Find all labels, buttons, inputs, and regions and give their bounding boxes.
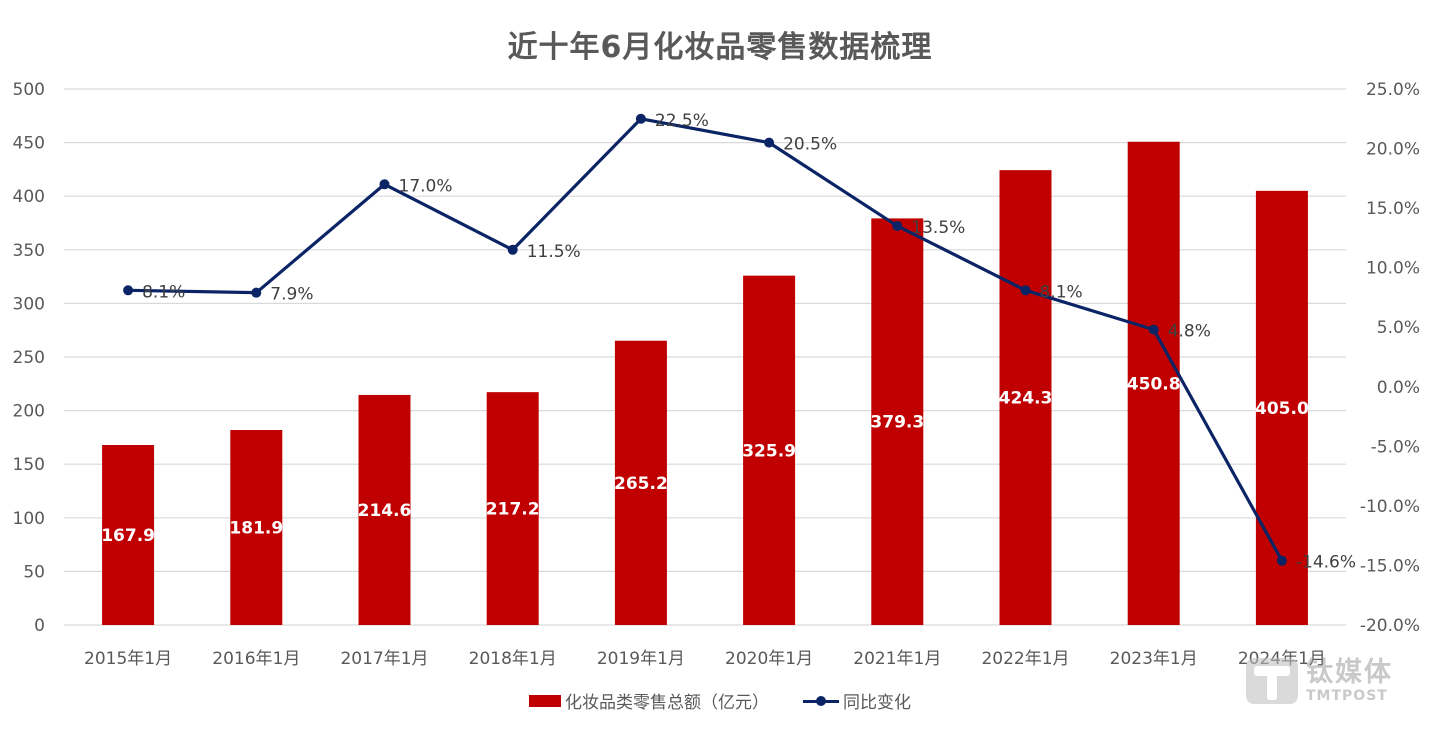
bar[interactable]	[486, 392, 539, 625]
line-value-label: 8.1%	[142, 282, 185, 302]
bar[interactable]	[102, 445, 155, 625]
bar-swatch-icon	[529, 694, 561, 707]
x-tick: 2023年1月	[1110, 649, 1198, 669]
line-value-label: 20.5%	[783, 135, 837, 155]
x-tick: 2019年1月	[597, 649, 685, 669]
bar[interactable]	[1127, 141, 1180, 625]
line-marker[interactable]	[1020, 285, 1031, 296]
bar-value-label: 181.9	[229, 519, 283, 539]
right-y-axis: -20.0% -15.0% -10.0% -5.0% 0.0% 5.0% 10.0% 15.0…	[1360, 80, 1420, 636]
y-right-tick: -10.0%	[1360, 497, 1420, 517]
y-right-tick: 20.0%	[1366, 140, 1420, 160]
bar[interactable]	[743, 275, 796, 625]
x-tick: 2022年1月	[981, 649, 1069, 669]
x-tick: 2017年1月	[340, 649, 428, 669]
y-left-tick: 350	[13, 241, 45, 261]
line-value-label: 7.9%	[270, 285, 313, 305]
x-tick: 2020年1月	[725, 649, 813, 669]
y-left-tick: 450	[13, 134, 45, 154]
x-axis: 2015年1月 2016年1月 2017年1月 2018年1月 2019年1月 2020年…	[84, 649, 1326, 669]
y-left-tick: 200	[13, 402, 45, 422]
line-value-label: 4.8%	[1168, 322, 1211, 342]
bar[interactable]	[999, 170, 1052, 626]
line-marker[interactable]	[251, 287, 262, 298]
bar-value-label: 405.0	[1255, 399, 1309, 419]
y-left-tick: 400	[13, 187, 45, 207]
bar-value-label: 450.8	[1127, 374, 1181, 394]
line-value-label: -14.6%	[1296, 553, 1356, 573]
y-right-tick: -5.0%	[1371, 437, 1420, 457]
legend-item-bar[interactable]: 化妆品类零售总额（亿元）	[529, 688, 769, 713]
line-marker[interactable]	[764, 137, 775, 148]
y-left-tick: 150	[13, 455, 45, 475]
legend-bar-label: 化妆品类零售总额（亿元）	[565, 693, 769, 713]
y-left-tick: 0	[34, 616, 45, 636]
x-tick: 2015年1月	[84, 649, 172, 669]
y-left-tick: 100	[13, 509, 45, 529]
line-marker[interactable]	[507, 244, 518, 255]
line-marker[interactable]	[1276, 555, 1287, 566]
line-marker[interactable]	[892, 220, 903, 231]
y-right-tick: 0.0%	[1377, 378, 1420, 398]
bar-value-label: 325.9	[742, 441, 796, 461]
bar[interactable]	[614, 340, 667, 625]
x-tick: 2016年1月	[212, 649, 300, 669]
chart-title: 近十年6月化妆品零售数据梳理	[507, 30, 933, 65]
legend-line-label: 同比变化	[843, 693, 911, 713]
y-left-tick: 50	[23, 562, 45, 582]
line-marker-icon	[803, 695, 839, 707]
tmtpost-logo-icon	[1246, 658, 1298, 704]
line-value-label: 13.5%	[911, 218, 965, 238]
watermark-cn: 钛媒体	[1306, 657, 1393, 688]
line-value-label: 22.5%	[655, 111, 709, 131]
line-marker[interactable]	[379, 179, 390, 190]
y-right-tick: 25.0%	[1366, 80, 1420, 100]
line-marker[interactable]	[1148, 324, 1159, 335]
x-tick: 2021年1月	[853, 649, 941, 669]
y-right-tick: -20.0%	[1360, 616, 1420, 636]
left-y-axis: 0 50 100 150 200 250 300 350 400 450 500	[13, 80, 45, 636]
bar[interactable]	[358, 394, 411, 625]
line-marker[interactable]	[123, 285, 134, 296]
line-series: 8.1% 7.9% 17.0% 11.5% 22.5% 20.5% 13.5% 8.1% 4.8…	[123, 111, 1356, 573]
bar-value-label: 265.2	[614, 474, 668, 494]
line-value-label: 11.5%	[527, 242, 581, 262]
bar[interactable]	[230, 430, 283, 625]
yoy-line	[128, 117, 1284, 562]
bar-value-label: 167.9	[101, 526, 155, 546]
bar-value-label: 379.3	[870, 413, 924, 433]
y-right-tick: 5.0%	[1377, 318, 1420, 338]
bar[interactable]	[1255, 190, 1308, 625]
bar-value-label: 214.6	[358, 501, 412, 521]
line-value-label: 8.1%	[1040, 282, 1083, 302]
line-value-label: 17.0%	[399, 176, 453, 196]
y-right-tick: -15.0%	[1360, 556, 1420, 576]
y-right-tick: 15.0%	[1366, 199, 1420, 219]
bar-value-label: 217.2	[486, 500, 540, 520]
x-tick: 2018年1月	[469, 649, 557, 669]
y-left-tick: 250	[13, 348, 45, 368]
watermark-en: TMTPOST	[1306, 688, 1388, 704]
legend: 化妆品类零售总额（亿元） 同比变化	[0, 688, 1440, 713]
y-left-tick: 500	[13, 80, 45, 100]
line-marker[interactable]	[635, 113, 646, 124]
y-right-tick: 10.0%	[1366, 259, 1420, 279]
bar-series: 167.9 181.9 214.6 217.2 265.2 325.9 379.3 424.3…	[101, 141, 1309, 626]
bar-value-label: 424.3	[999, 389, 1053, 409]
y-left-tick: 300	[13, 294, 45, 314]
watermark: 钛媒体 TMTPOST	[1246, 658, 1393, 704]
legend-item-line[interactable]: 同比变化	[803, 688, 911, 713]
bar[interactable]	[871, 218, 924, 626]
